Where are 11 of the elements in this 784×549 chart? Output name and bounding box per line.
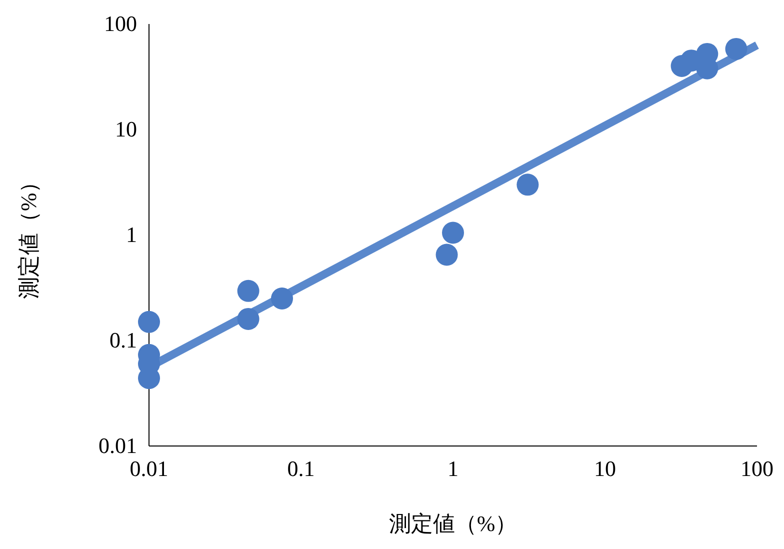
y-tick-label: 1 [126, 222, 137, 247]
x-tick-label: 1 [448, 456, 458, 481]
x-axis-title: 測定値（%） [388, 511, 518, 536]
y-axis-title: 測定値（%） [16, 170, 41, 300]
x-tick-label: 10 [594, 456, 616, 481]
x-tick-label: 100 [740, 456, 774, 481]
x-tick-label: 0.1 [287, 456, 315, 481]
y-tick-label: 100 [104, 11, 137, 36]
y-tick-label: 10 [115, 116, 137, 142]
y-tick-label: 0.01 [98, 433, 137, 458]
y-tick-label: 0.1 [110, 328, 137, 352]
